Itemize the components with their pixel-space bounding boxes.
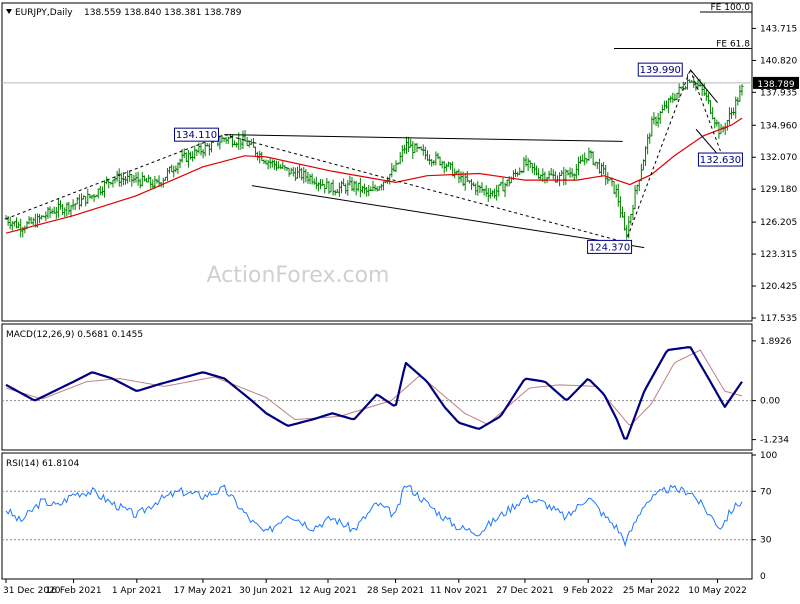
- price-panel: [1, 2, 753, 322]
- x-tick-label: 10 May 2022: [688, 586, 747, 596]
- price-y-tick-label: 123.315: [760, 250, 797, 260]
- macd-y-tick-label: 0.00: [760, 397, 780, 407]
- price-y-tick-label: 134.960: [760, 121, 797, 131]
- chart-header: EURJPY,Daily 138.559 138.840 138.381 138…: [6, 8, 242, 18]
- x-tick-label: 30 Jun 2021: [239, 586, 293, 596]
- ohlc-label: 138.559 138.840 138.381 138.789: [84, 8, 242, 18]
- x-tick-label: 17 May 2021: [174, 586, 233, 596]
- price-annotation-box: [697, 152, 743, 167]
- last-price-badge: [753, 76, 799, 89]
- watermark: ActionForex.com: [207, 263, 390, 288]
- symbol-label: EURJPY,Daily: [15, 8, 73, 18]
- price-annotation-label: 132.630: [700, 155, 741, 166]
- x-tick-label: 28 Sep 2021: [367, 586, 424, 596]
- macd-title: MACD(12,26,9) 0.5681 0.1455: [6, 330, 143, 340]
- price-y-tick-label: 143.715: [760, 24, 797, 34]
- macd-panel: [1, 323, 753, 451]
- price-y-tick-label: 120.425: [760, 282, 797, 292]
- header-triangle-icon: [6, 9, 12, 14]
- rsi-title: RSI(14) 61.8104: [6, 459, 79, 469]
- price-annotation-box: [174, 127, 219, 142]
- x-tick-label: 1 Apr 2021: [112, 586, 162, 596]
- rsi-y-tick-label: 100: [760, 451, 777, 461]
- price-annotation-label: 139.990: [640, 65, 681, 76]
- price-annotation-label: 134.110: [176, 130, 217, 141]
- price-y-tick-label: 140.820: [760, 56, 797, 66]
- trendline: [224, 134, 623, 142]
- x-tick-label: 12 Aug 2021: [299, 586, 357, 596]
- price-y-tick-label: 137.935: [760, 88, 797, 98]
- x-tick-label: 16 Feb 2021: [46, 586, 102, 596]
- x-tick-label: 31 Dec 2020: [3, 586, 61, 596]
- price-y-tick-label: 132.070: [760, 153, 797, 163]
- x-tick-label: 25 Mar 2022: [623, 586, 680, 596]
- rsi-line: [5, 484, 743, 548]
- trendline: [689, 69, 718, 104]
- rsi-y-tick-label: 0: [760, 572, 766, 582]
- fib-level-label: FE 100.0: [711, 3, 751, 13]
- price-annotation-box: [637, 62, 683, 77]
- x-tick-label: 11 Nov 2021: [430, 586, 488, 596]
- rsi-panel: [1, 452, 753, 580]
- price-annotation-label: 124.370: [589, 242, 630, 253]
- x-tick-label: 9 Feb 2022: [563, 586, 613, 596]
- price-y-tick-label: 129.180: [760, 185, 797, 195]
- macd-line: [5, 346, 743, 440]
- macd-y-tick-label: -1.234: [760, 436, 789, 446]
- x-tick-label: 27 Dec 2021: [496, 586, 554, 596]
- last-price-label: 138.789: [757, 80, 794, 90]
- macd-signal-line: [5, 349, 743, 426]
- price-bar: [740, 84, 744, 96]
- price-annotation-box: [587, 239, 633, 254]
- rsi-y-tick-label: 30: [760, 536, 772, 546]
- trendline: [689, 69, 721, 152]
- moving-average-line: [5, 117, 743, 234]
- macd-y-tick-label: 1.8926: [760, 337, 792, 347]
- price-y-tick-label: 117.535: [760, 314, 797, 324]
- rsi-y-tick-label: 70: [760, 487, 772, 497]
- fib-level-label: FE 61.8: [716, 40, 750, 50]
- trendline: [625, 69, 691, 243]
- price-y-tick-label: 126.205: [760, 218, 797, 228]
- trendline: [251, 185, 645, 249]
